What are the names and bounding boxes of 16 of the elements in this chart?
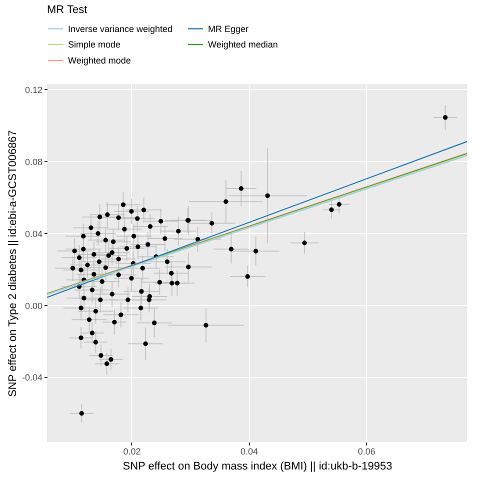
legend-label: Weighted median (208, 40, 278, 50)
y-tick-label: -0.04 (22, 372, 42, 383)
y-axis-title: SNP effect on Type 2 diabetes || id:ebi-a-GCST006867 (6, 130, 19, 397)
legend-label: MR Egger (208, 24, 249, 34)
x-axis-title: SNP effect on Body mass index (BMI) || id:ukb-b-19953 (122, 460, 392, 472)
x-tick-label: 0.04 (240, 446, 258, 456)
legend-label: Simple mode (68, 40, 121, 50)
y-tick-label: 0.08 (24, 156, 42, 167)
legend-label: Weighted mode (68, 56, 131, 66)
legend-title: MR Test (47, 4, 88, 16)
y-tick-label: 0.04 (24, 228, 42, 239)
x-tick-label: 0.02 (123, 446, 141, 456)
y-tick-label: 0.00 (24, 300, 42, 311)
x-tick-label: 0.06 (358, 446, 376, 456)
legend-label: Inverse variance weighted (68, 24, 173, 34)
y-tick-label: 0.12 (24, 84, 42, 95)
